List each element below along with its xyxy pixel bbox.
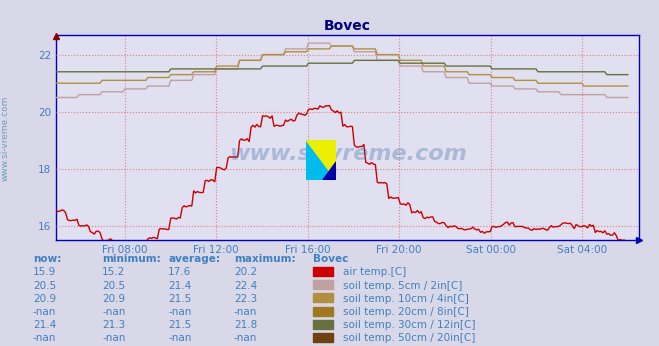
Text: -nan: -nan: [102, 333, 125, 343]
Text: soil temp. 5cm / 2in[C]: soil temp. 5cm / 2in[C]: [343, 281, 462, 291]
Text: now:: now:: [33, 254, 61, 264]
Text: 20.2: 20.2: [234, 267, 257, 277]
Polygon shape: [306, 140, 336, 180]
Text: 17.6: 17.6: [168, 267, 191, 277]
Text: 21.8: 21.8: [234, 320, 257, 330]
Text: -nan: -nan: [234, 307, 257, 317]
Text: -nan: -nan: [234, 333, 257, 343]
Text: 20.5: 20.5: [102, 281, 125, 291]
Text: 21.3: 21.3: [102, 320, 125, 330]
Text: average:: average:: [168, 254, 220, 264]
Title: Bovec: Bovec: [324, 19, 371, 34]
Text: 15.2: 15.2: [102, 267, 125, 277]
Text: 21.4: 21.4: [168, 281, 191, 291]
Text: soil temp. 50cm / 20in[C]: soil temp. 50cm / 20in[C]: [343, 333, 475, 343]
Text: 20.5: 20.5: [33, 281, 56, 291]
Text: -nan: -nan: [168, 307, 191, 317]
Text: 22.3: 22.3: [234, 294, 257, 304]
Text: 20.9: 20.9: [102, 294, 125, 304]
Text: -nan: -nan: [102, 307, 125, 317]
Text: soil temp. 20cm / 8in[C]: soil temp. 20cm / 8in[C]: [343, 307, 469, 317]
Text: soil temp. 10cm / 4in[C]: soil temp. 10cm / 4in[C]: [343, 294, 469, 304]
Text: 21.4: 21.4: [33, 320, 56, 330]
Text: www.si-vreme.com: www.si-vreme.com: [1, 96, 10, 181]
Text: 22.4: 22.4: [234, 281, 257, 291]
Text: soil temp. 30cm / 12in[C]: soil temp. 30cm / 12in[C]: [343, 320, 475, 330]
Polygon shape: [306, 140, 336, 180]
Text: -nan: -nan: [33, 307, 56, 317]
Text: maximum:: maximum:: [234, 254, 296, 264]
Text: -nan: -nan: [168, 333, 191, 343]
Text: air temp.[C]: air temp.[C]: [343, 267, 406, 277]
Text: minimum:: minimum:: [102, 254, 161, 264]
Text: 21.5: 21.5: [168, 294, 191, 304]
Text: Bovec: Bovec: [313, 254, 349, 264]
Text: www.si-vreme.com: www.si-vreme.com: [229, 144, 467, 164]
Polygon shape: [322, 161, 336, 180]
Text: 21.5: 21.5: [168, 320, 191, 330]
Text: -nan: -nan: [33, 333, 56, 343]
Text: 20.9: 20.9: [33, 294, 56, 304]
Text: 15.9: 15.9: [33, 267, 56, 277]
